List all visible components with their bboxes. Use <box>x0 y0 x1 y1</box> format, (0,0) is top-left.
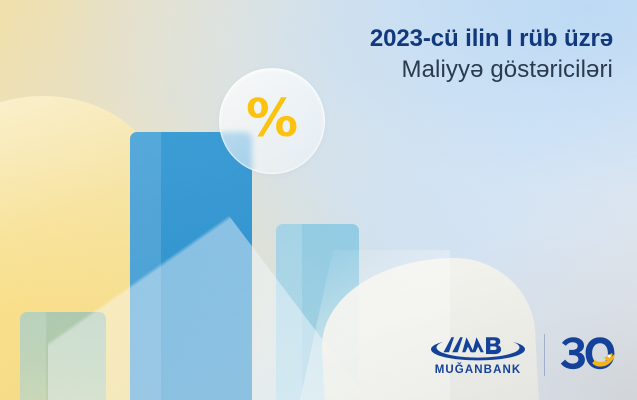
chart-bar-1-highlight <box>20 312 46 400</box>
headline-block: 2023-cü ilin I rüb üzrə Maliyyə göstəric… <box>370 24 613 85</box>
headline-line-1: 2023-cü ilin I rüb üzrə <box>369 25 613 52</box>
chart-bar-2 <box>130 132 252 400</box>
logo-divider <box>544 333 545 376</box>
chart-bar-3 <box>276 224 359 400</box>
percent-badge: % <box>219 68 325 174</box>
headline-line-2: Maliyyə göstəriciləri <box>401 55 613 83</box>
anniversary-30-icon <box>560 336 615 369</box>
chart-bar-2-highlight <box>130 132 161 400</box>
muganbank-logo[interactable]: MUĞANBANK <box>426 333 530 376</box>
percent-icon: % <box>245 89 299 149</box>
muganbank-wordmark: MUĞANBANK <box>434 364 522 376</box>
muganbank-monogram-icon <box>431 337 525 361</box>
chart-bar-1 <box>20 312 106 400</box>
logo-lockup[interactable]: MUĞANBANK <box>426 333 615 376</box>
chart-bar-3-highlight <box>276 224 302 400</box>
